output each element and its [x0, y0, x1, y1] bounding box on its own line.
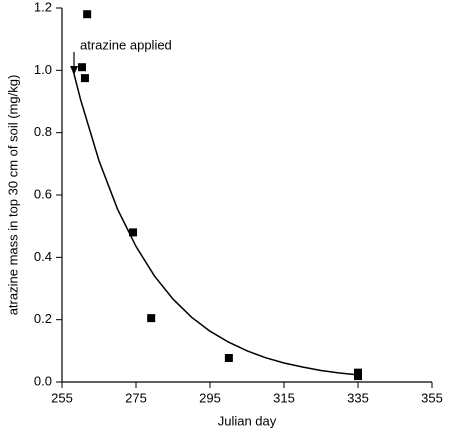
- annotation: atrazine applied: [80, 37, 172, 52]
- data-point: [83, 10, 92, 19]
- data-point: [354, 372, 362, 381]
- y-tick-label: 0.2: [34, 311, 52, 326]
- y-tick-label: 0.8: [34, 124, 52, 139]
- y-tick-label: 0.6: [34, 186, 52, 201]
- y-tick-label: 0.4: [34, 249, 52, 264]
- y-axis-label: atrazine mass in top 30 cm of soil (mg/k…: [5, 75, 20, 316]
- x-axis-label: Julian day: [218, 413, 277, 428]
- x-tick-label: 355: [421, 390, 443, 405]
- data-point: [129, 228, 138, 237]
- x-tick-label: 315: [273, 390, 295, 405]
- y-tick-label: 0.0: [34, 373, 52, 388]
- x-tick-label: 255: [51, 390, 73, 405]
- data-point: [80, 74, 89, 83]
- y-tick-label: 1.2: [34, 0, 52, 14]
- fit-curve: [72, 70, 359, 376]
- data-point: [224, 354, 233, 363]
- x-tick-label: 335: [347, 390, 369, 405]
- data-point: [77, 63, 86, 72]
- y-tick-label: 1.0: [34, 62, 52, 77]
- data-point: [147, 314, 156, 323]
- x-tick-label: 295: [199, 390, 221, 405]
- arrow-head: [70, 66, 78, 75]
- x-tick-label: 275: [125, 390, 147, 405]
